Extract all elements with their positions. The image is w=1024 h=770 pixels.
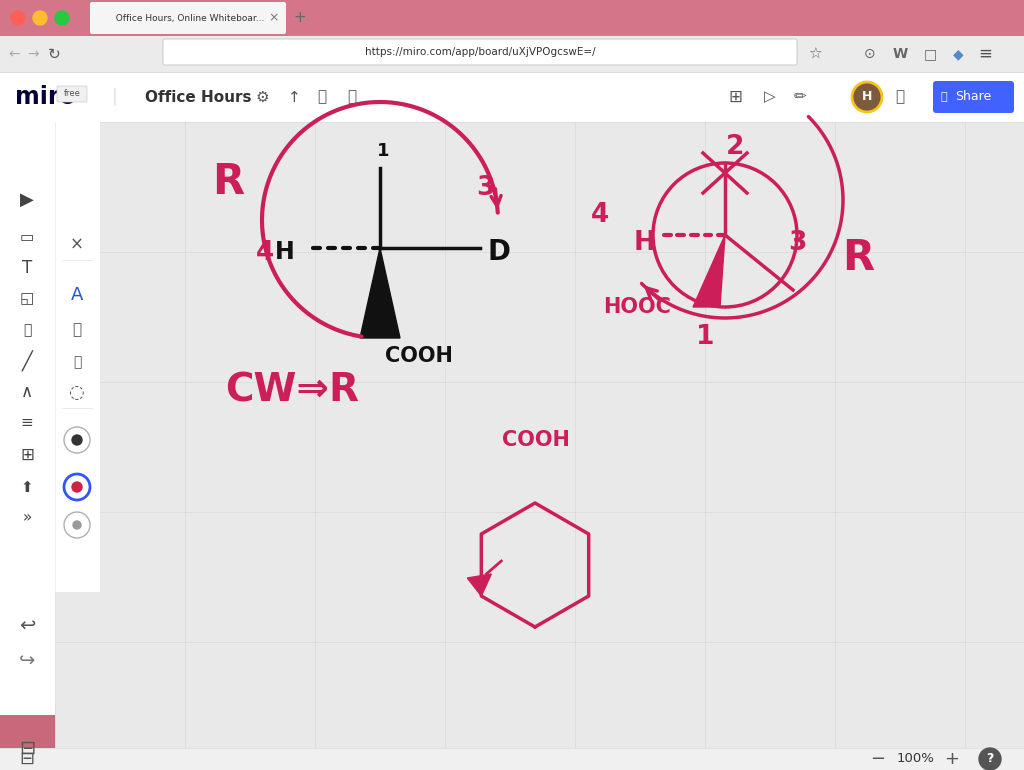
Text: ×: × bbox=[70, 236, 84, 254]
FancyBboxPatch shape bbox=[0, 605, 55, 715]
FancyBboxPatch shape bbox=[90, 2, 286, 34]
Text: ◆: ◆ bbox=[952, 47, 964, 61]
Text: 3: 3 bbox=[787, 230, 806, 256]
Text: −: − bbox=[870, 750, 886, 768]
Text: +: + bbox=[944, 750, 959, 768]
Text: ?: ? bbox=[986, 752, 993, 765]
Circle shape bbox=[55, 11, 69, 25]
Text: W: W bbox=[892, 47, 907, 61]
Text: ✏: ✏ bbox=[794, 89, 806, 105]
FancyBboxPatch shape bbox=[0, 0, 1024, 36]
Text: ↪: ↪ bbox=[18, 651, 35, 669]
Text: □: □ bbox=[924, 47, 937, 61]
Text: ▭: ▭ bbox=[19, 230, 34, 246]
FancyBboxPatch shape bbox=[0, 122, 55, 702]
Polygon shape bbox=[693, 235, 725, 307]
Text: ↻: ↻ bbox=[48, 46, 60, 62]
Text: ⊞: ⊞ bbox=[20, 446, 34, 464]
Text: H: H bbox=[275, 240, 295, 264]
Circle shape bbox=[11, 11, 25, 25]
Text: →: → bbox=[28, 47, 39, 61]
Text: Share: Share bbox=[954, 91, 991, 103]
Text: ╱: ╱ bbox=[22, 350, 33, 371]
Text: ⊞: ⊞ bbox=[728, 88, 742, 106]
Polygon shape bbox=[467, 574, 492, 596]
Text: ↩: ↩ bbox=[18, 615, 35, 634]
Text: 🏛: 🏛 bbox=[73, 323, 82, 337]
Circle shape bbox=[72, 482, 82, 492]
Text: »: » bbox=[23, 511, 32, 525]
Text: ◌: ◌ bbox=[70, 384, 85, 402]
Text: ⊟: ⊟ bbox=[18, 738, 35, 758]
Text: CW⇒R: CW⇒R bbox=[225, 371, 359, 409]
Circle shape bbox=[72, 435, 82, 445]
Text: ▶: ▶ bbox=[20, 191, 34, 209]
Text: ↑: ↑ bbox=[288, 89, 300, 105]
Text: ☆: ☆ bbox=[808, 46, 822, 62]
FancyBboxPatch shape bbox=[55, 122, 1024, 770]
Text: Office Hours: Office Hours bbox=[145, 89, 252, 105]
Text: H: H bbox=[862, 91, 872, 103]
Text: ⛓: ⛓ bbox=[23, 323, 31, 337]
Circle shape bbox=[63, 474, 90, 500]
Text: COOH: COOH bbox=[385, 346, 453, 366]
Text: 2: 2 bbox=[726, 134, 744, 160]
Text: COOH: COOH bbox=[502, 430, 570, 450]
Text: ⬆: ⬆ bbox=[20, 480, 34, 496]
Polygon shape bbox=[360, 248, 400, 338]
Text: free: free bbox=[63, 89, 81, 99]
Text: A: A bbox=[71, 286, 83, 304]
Text: 1: 1 bbox=[377, 142, 389, 160]
Text: miro: miro bbox=[15, 85, 76, 109]
Circle shape bbox=[73, 521, 81, 529]
FancyBboxPatch shape bbox=[0, 748, 1024, 770]
Text: HOOC: HOOC bbox=[603, 297, 671, 317]
Text: Office Hours, Online Whiteboar...: Office Hours, Online Whiteboar... bbox=[110, 14, 264, 22]
Text: ≡: ≡ bbox=[20, 416, 34, 430]
Text: 4: 4 bbox=[591, 202, 609, 228]
Circle shape bbox=[33, 11, 47, 25]
Text: T: T bbox=[22, 259, 32, 277]
Text: ←: ← bbox=[8, 47, 19, 61]
Circle shape bbox=[63, 427, 90, 453]
Text: ×: × bbox=[268, 12, 280, 25]
Text: ▷: ▷ bbox=[764, 89, 776, 105]
Circle shape bbox=[979, 748, 1001, 770]
Text: ◱: ◱ bbox=[19, 292, 34, 306]
Text: 100%: 100% bbox=[896, 752, 934, 765]
Text: H: H bbox=[634, 230, 656, 256]
FancyBboxPatch shape bbox=[0, 72, 1024, 122]
FancyBboxPatch shape bbox=[0, 36, 1024, 72]
Circle shape bbox=[63, 512, 90, 538]
Text: D: D bbox=[488, 238, 511, 266]
Circle shape bbox=[63, 474, 90, 500]
Circle shape bbox=[853, 83, 881, 111]
Text: https://miro.com/app/board/uXjVPOgcswE=/: https://miro.com/app/board/uXjVPOgcswE=/ bbox=[365, 47, 595, 57]
Text: |: | bbox=[113, 88, 118, 106]
Text: R: R bbox=[842, 237, 874, 279]
Text: ⌖: ⌖ bbox=[347, 89, 356, 105]
Text: ⊙: ⊙ bbox=[864, 47, 876, 61]
FancyBboxPatch shape bbox=[163, 39, 797, 65]
Text: 4: 4 bbox=[256, 240, 274, 266]
Text: ∧: ∧ bbox=[20, 383, 33, 401]
Text: 🔍: 🔍 bbox=[317, 89, 327, 105]
FancyBboxPatch shape bbox=[55, 122, 100, 592]
Text: 👥: 👥 bbox=[941, 92, 947, 102]
FancyBboxPatch shape bbox=[57, 86, 87, 102]
FancyBboxPatch shape bbox=[933, 81, 1014, 113]
Text: R: R bbox=[212, 161, 244, 203]
Text: ⊟: ⊟ bbox=[19, 750, 35, 768]
Text: +: + bbox=[294, 11, 306, 25]
Text: ≡: ≡ bbox=[978, 45, 992, 63]
Text: 1: 1 bbox=[695, 324, 715, 350]
Text: 🔗: 🔗 bbox=[73, 355, 81, 369]
Text: 3: 3 bbox=[476, 175, 495, 201]
Text: 🔔: 🔔 bbox=[895, 89, 904, 105]
Text: ⚙: ⚙ bbox=[255, 89, 269, 105]
